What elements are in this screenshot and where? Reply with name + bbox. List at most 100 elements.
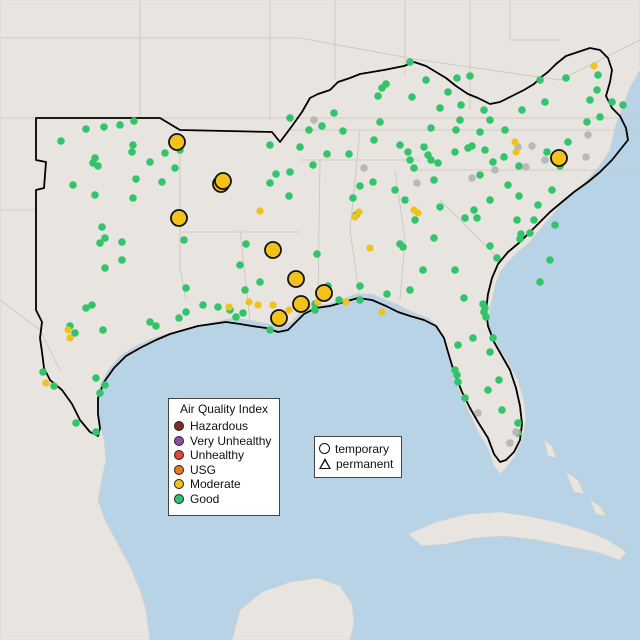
good-monitor-dot[interactable] xyxy=(486,242,494,250)
good-monitor-dot[interactable] xyxy=(543,148,551,156)
good-monitor-dot[interactable] xyxy=(434,159,442,167)
good-monitor-dot[interactable] xyxy=(345,150,353,158)
good-monitor-dot[interactable] xyxy=(461,214,469,222)
good-monitor-dot[interactable] xyxy=(457,101,465,109)
good-monitor-dot[interactable] xyxy=(486,196,494,204)
no-data-monitor-dot[interactable] xyxy=(582,153,590,161)
good-monitor-dot[interactable] xyxy=(72,419,80,427)
good-monitor-dot[interactable] xyxy=(430,176,438,184)
moderate-temporary-monitor[interactable] xyxy=(168,133,186,151)
moderate-monitor-dot[interactable] xyxy=(225,303,233,311)
good-monitor-dot[interactable] xyxy=(182,284,190,292)
good-monitor-dot[interactable] xyxy=(330,109,338,117)
good-monitor-dot[interactable] xyxy=(129,141,137,149)
no-data-monitor-dot[interactable] xyxy=(506,439,514,447)
good-monitor-dot[interactable] xyxy=(489,334,497,342)
moderate-monitor-dot[interactable] xyxy=(511,138,519,146)
good-monitor-dot[interactable] xyxy=(101,234,109,242)
good-monitor-dot[interactable] xyxy=(422,76,430,84)
good-monitor-dot[interactable] xyxy=(96,239,104,247)
good-monitor-dot[interactable] xyxy=(92,428,100,436)
good-monitor-dot[interactable] xyxy=(266,179,274,187)
moderate-monitor-dot[interactable] xyxy=(245,298,253,306)
good-monitor-dot[interactable] xyxy=(286,114,294,122)
good-monitor-dot[interactable] xyxy=(241,286,249,294)
good-monitor-dot[interactable] xyxy=(69,181,77,189)
no-data-monitor-dot[interactable] xyxy=(541,156,549,164)
good-monitor-dot[interactable] xyxy=(71,329,79,337)
moderate-monitor-dot[interactable] xyxy=(366,244,374,252)
good-monitor-dot[interactable] xyxy=(420,143,428,151)
good-monitor-dot[interactable] xyxy=(391,186,399,194)
moderate-temporary-monitor[interactable] xyxy=(287,270,305,288)
good-monitor-dot[interactable] xyxy=(564,138,572,146)
good-monitor-dot[interactable] xyxy=(466,72,474,80)
moderate-temporary-monitor[interactable] xyxy=(292,295,310,313)
good-monitor-dot[interactable] xyxy=(456,116,464,124)
good-monitor-dot[interactable] xyxy=(596,113,604,121)
good-monitor-dot[interactable] xyxy=(311,306,319,314)
good-monitor-dot[interactable] xyxy=(500,153,508,161)
good-monitor-dot[interactable] xyxy=(451,148,459,156)
good-monitor-dot[interactable] xyxy=(356,296,364,304)
good-monitor-dot[interactable] xyxy=(515,162,523,170)
good-monitor-dot[interactable] xyxy=(493,254,501,262)
good-monitor-dot[interactable] xyxy=(608,98,616,106)
no-data-monitor-dot[interactable] xyxy=(512,428,520,436)
good-monitor-dot[interactable] xyxy=(101,264,109,272)
good-monitor-dot[interactable] xyxy=(486,348,494,356)
good-monitor-dot[interactable] xyxy=(335,296,343,304)
good-monitor-dot[interactable] xyxy=(91,191,99,199)
good-monitor-dot[interactable] xyxy=(370,136,378,144)
good-monitor-dot[interactable] xyxy=(396,141,404,149)
good-monitor-dot[interactable] xyxy=(470,206,478,214)
good-monitor-dot[interactable] xyxy=(266,141,274,149)
good-monitor-dot[interactable] xyxy=(486,116,494,124)
good-monitor-dot[interactable] xyxy=(99,326,107,334)
good-monitor-dot[interactable] xyxy=(593,86,601,94)
good-monitor-dot[interactable] xyxy=(404,148,412,156)
good-monitor-dot[interactable] xyxy=(476,171,484,179)
no-data-monitor-dot[interactable] xyxy=(310,116,318,124)
good-monitor-dot[interactable] xyxy=(460,294,468,302)
good-monitor-dot[interactable] xyxy=(548,186,556,194)
no-data-monitor-dot[interactable] xyxy=(522,163,530,171)
good-monitor-dot[interactable] xyxy=(480,106,488,114)
good-monitor-dot[interactable] xyxy=(285,192,293,200)
good-monitor-dot[interactable] xyxy=(452,126,460,134)
good-monitor-dot[interactable] xyxy=(171,164,179,172)
good-monitor-dot[interactable] xyxy=(313,250,321,258)
good-monitor-dot[interactable] xyxy=(146,158,154,166)
good-monitor-dot[interactable] xyxy=(266,326,274,334)
good-monitor-dot[interactable] xyxy=(128,148,136,156)
good-monitor-dot[interactable] xyxy=(382,80,390,88)
good-monitor-dot[interactable] xyxy=(272,170,280,178)
good-monitor-dot[interactable] xyxy=(296,143,304,151)
good-monitor-dot[interactable] xyxy=(130,117,138,125)
good-monitor-dot[interactable] xyxy=(469,334,477,342)
good-monitor-dot[interactable] xyxy=(161,149,169,157)
moderate-monitor-dot[interactable] xyxy=(355,208,363,216)
good-monitor-dot[interactable] xyxy=(118,256,126,264)
good-monitor-dot[interactable] xyxy=(118,238,126,246)
moderate-monitor-dot[interactable] xyxy=(269,301,277,309)
good-monitor-dot[interactable] xyxy=(530,216,538,224)
good-monitor-dot[interactable] xyxy=(318,122,326,130)
good-monitor-dot[interactable] xyxy=(501,126,509,134)
good-monitor-dot[interactable] xyxy=(129,194,137,202)
good-monitor-dot[interactable] xyxy=(476,128,484,136)
moderate-monitor-dot[interactable] xyxy=(512,148,520,156)
moderate-temporary-monitor[interactable] xyxy=(170,209,188,227)
good-monitor-dot[interactable] xyxy=(98,223,106,231)
good-monitor-dot[interactable] xyxy=(180,236,188,244)
good-monitor-dot[interactable] xyxy=(484,386,492,394)
moderate-monitor-dot[interactable] xyxy=(414,209,422,217)
moderate-monitor-dot[interactable] xyxy=(254,301,262,309)
good-monitor-dot[interactable] xyxy=(516,235,524,243)
good-monitor-dot[interactable] xyxy=(468,142,476,150)
good-monitor-dot[interactable] xyxy=(236,261,244,269)
good-monitor-dot[interactable] xyxy=(534,201,542,209)
moderate-monitor-dot[interactable] xyxy=(342,298,350,306)
good-monitor-dot[interactable] xyxy=(451,266,459,274)
